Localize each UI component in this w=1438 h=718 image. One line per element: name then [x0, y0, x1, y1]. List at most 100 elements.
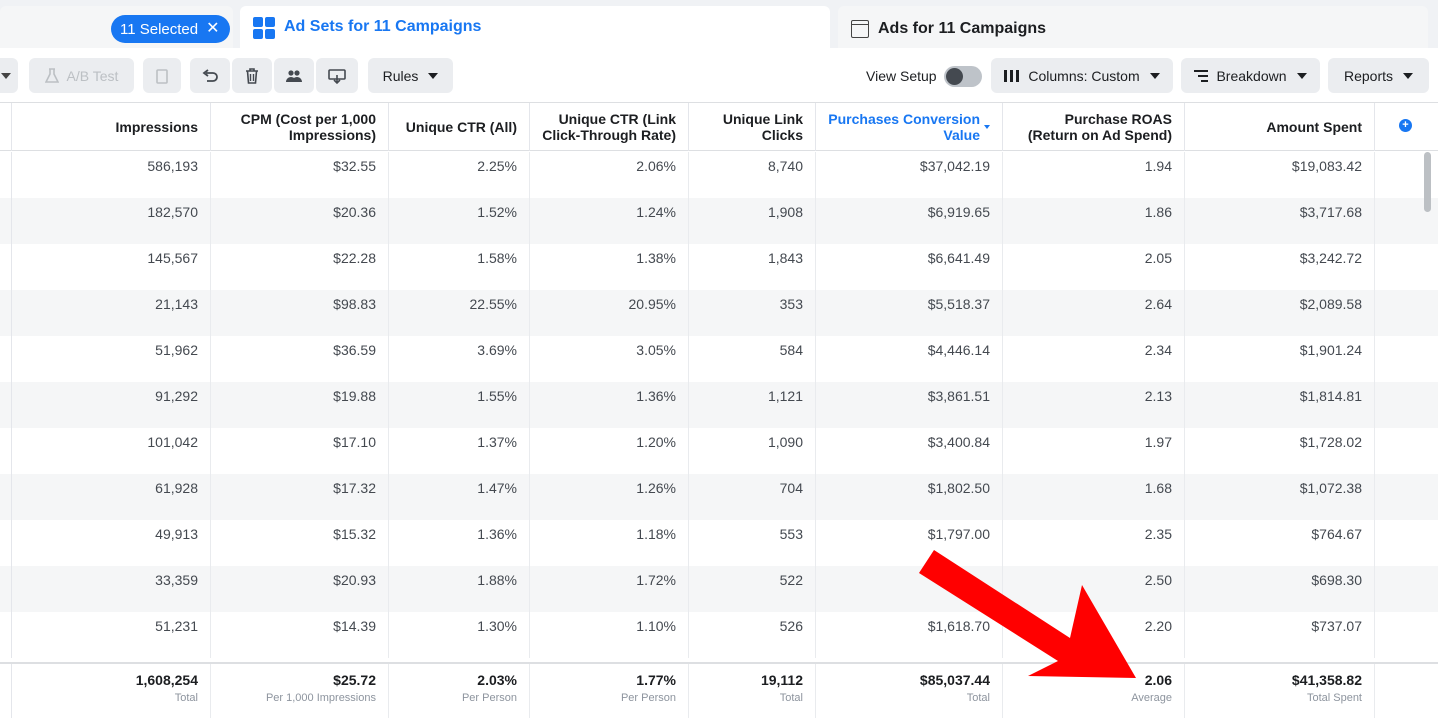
- cell-unique-ctr-link: 1.18%: [530, 520, 689, 566]
- cell-unique-ctr-link: 3.05%: [530, 336, 689, 382]
- row-edge: [0, 244, 12, 290]
- undo-button[interactable]: [190, 58, 230, 93]
- create-dropdown-button[interactable]: [0, 58, 18, 93]
- total-value: $41,358.82: [1291, 672, 1362, 688]
- tab-ad-sets[interactable]: Ad Sets for 11 Campaigns: [240, 6, 830, 50]
- cell-impressions: 61,928: [12, 474, 211, 520]
- selected-count-pill[interactable]: 11 Selected ✕: [111, 15, 230, 43]
- cell-unique-ctr-all: 1.37%: [389, 428, 530, 474]
- column-header-unique-ctr-link[interactable]: Unique CTR (Link Click-Through Rate): [530, 103, 689, 151]
- column-header-unique-link-clicks[interactable]: Unique Link Clicks: [689, 103, 816, 151]
- table-row[interactable]: 145,567 $22.28 1.58% 1.38% 1,843 $6,641.49 2.0…: [0, 244, 1438, 290]
- cell-unique-ctr-all: 2.25%: [389, 152, 530, 198]
- export-button[interactable]: [316, 58, 358, 93]
- table-row[interactable]: 51,962 $36.59 3.69% 3.05% 584 $4,446.14 2.34 $1…: [0, 336, 1438, 382]
- table-row[interactable]: 49,913 $15.32 1.36% 1.18% 553 $1,797.00 2.35 $7…: [0, 520, 1438, 566]
- cell-cpm: $17.32: [211, 474, 389, 520]
- table-row[interactable]: 91,292 $19.88 1.55% 1.36% 1,121 $3,861.51 2.13…: [0, 382, 1438, 428]
- cell-unique-link-clicks: 1,908: [689, 198, 816, 244]
- cell-impressions: 51,231: [12, 612, 211, 658]
- rules-dropdown-button[interactable]: Rules: [368, 58, 453, 93]
- cell-cpm: $22.28: [211, 244, 389, 290]
- cell-purchases-conversion-value: $6,641.49: [816, 244, 1003, 290]
- cell-unique-link-clicks: 584: [689, 336, 816, 382]
- table-row[interactable]: 586,193 $32.55 2.25% 2.06% 8,740 $37,042.19 1.…: [0, 152, 1438, 198]
- export-icon: [328, 68, 346, 84]
- cell-purchases-conversion-value: $6,919.65: [816, 198, 1003, 244]
- column-header-unique-ctr-all[interactable]: Unique CTR (All): [389, 103, 530, 151]
- duplicate-button[interactable]: [143, 58, 181, 93]
- chevron-down-icon: [1149, 72, 1160, 79]
- add-column-icon[interactable]: +: [1399, 119, 1412, 132]
- cell-purchase-roas: 1.94: [1003, 152, 1185, 198]
- tab-ads[interactable]: Ads for 11 Campaigns: [838, 6, 1428, 50]
- cell-impressions: 51,962: [12, 336, 211, 382]
- ad-sets-grid-icon: [253, 17, 275, 39]
- cell-amount-spent: $1,901.24: [1185, 336, 1375, 382]
- cell-cpm: $32.55: [211, 152, 389, 198]
- chevron-down-icon: [1, 72, 11, 79]
- cell-unique-ctr-link: 20.95%: [530, 290, 689, 336]
- table-row[interactable]: 21,143 $98.83 22.55% 20.95% 353 $5,518.37 2.64…: [0, 290, 1438, 336]
- cell-amount-spent: $19,083.42: [1185, 152, 1375, 198]
- cell-unique-link-clicks: 526: [689, 612, 816, 658]
- breakdown-dropdown-button[interactable]: Breakdown: [1181, 58, 1320, 93]
- ab-test-button[interactable]: A/B Test: [29, 58, 134, 93]
- row-edge: [0, 612, 12, 658]
- cell-purchases-conversion-value: $3,861.51: [816, 382, 1003, 428]
- undo-icon: [202, 68, 218, 82]
- view-setup-toggle[interactable]: [944, 66, 982, 87]
- cell-cpm: $98.83: [211, 290, 389, 336]
- row-edge: [0, 290, 12, 336]
- cell-unique-ctr-link: 1.10%: [530, 612, 689, 658]
- cell-purchase-roas: 1.97: [1003, 428, 1185, 474]
- table-row[interactable]: 51,231 $14.39 1.30% 1.10% 526 $1,618.70 2.20 $7…: [0, 612, 1438, 658]
- delete-button[interactable]: [232, 58, 272, 93]
- cell-purchases-conversion-value: $3,400.84: [816, 428, 1003, 474]
- totals-edge: [0, 664, 12, 718]
- table-row[interactable]: 61,928 $17.32 1.47% 1.26% 704 $1,802.50 1.68 $1…: [0, 474, 1438, 520]
- column-header-impressions[interactable]: Impressions: [12, 103, 211, 151]
- cell-unique-ctr-all: 3.69%: [389, 336, 530, 382]
- columns-dropdown-button[interactable]: Columns: Custom: [991, 58, 1173, 93]
- breakdown-icon: [1194, 69, 1209, 82]
- chevron-down-icon: [1403, 72, 1414, 79]
- column-header-purchase-roas[interactable]: Purchase ROAS (Return on Ad Spend): [1003, 103, 1185, 151]
- cell-amount-spent: $3,717.68: [1185, 198, 1375, 244]
- column-header-amount-spent[interactable]: Amount Spent: [1185, 103, 1375, 151]
- cell-purchase-roas: 2.13: [1003, 382, 1185, 428]
- tab-campaigns[interactable]: 11 Selected ✕: [0, 6, 233, 50]
- column-header-purchases-conversion-value[interactable]: Purchases Conversion Value: [816, 103, 1003, 151]
- close-icon[interactable]: ✕: [206, 20, 220, 37]
- vertical-scrollbar[interactable]: [1424, 152, 1431, 212]
- table-row[interactable]: 33,359 $20.93 1.88% 1.72% 522 2.50 $698.30: [0, 566, 1438, 612]
- sort-descending-icon: [984, 125, 990, 129]
- total-label: Average: [1131, 692, 1172, 704]
- audience-button[interactable]: [274, 58, 314, 93]
- cell-unique-ctr-all: 1.30%: [389, 612, 530, 658]
- cell-unique-ctr-all: 1.88%: [389, 566, 530, 612]
- chevron-down-icon: [1296, 72, 1307, 79]
- total-unique-ctr-all: 2.03% Per Person: [389, 664, 530, 718]
- tab-bar: 11 Selected ✕ Ad Sets for 11 Campaigns A…: [0, 0, 1438, 50]
- cell-unique-link-clicks: 553: [689, 520, 816, 566]
- cell-amount-spent: $764.67: [1185, 520, 1375, 566]
- column-header-label: CPM (Cost per 1,000 Impressions): [240, 111, 376, 143]
- column-header-cpm[interactable]: CPM (Cost per 1,000 Impressions): [211, 103, 389, 151]
- table-row[interactable]: 182,570 $20.36 1.52% 1.24% 1,908 $6,919.65 1.8…: [0, 198, 1438, 244]
- reports-dropdown-button[interactable]: Reports: [1328, 58, 1429, 93]
- tab-ads-label: Ads for 11 Campaigns: [878, 20, 1047, 37]
- cell-amount-spent: $1,072.38: [1185, 474, 1375, 520]
- total-value: $85,037.44: [919, 672, 990, 688]
- cell-unique-ctr-link: 1.38%: [530, 244, 689, 290]
- people-icon: [286, 69, 302, 82]
- cell-cpm: $36.59: [211, 336, 389, 382]
- row-edge: [0, 428, 12, 474]
- total-unique-link-clicks: 19,112 Total: [689, 664, 816, 718]
- column-header-label: Purchase ROAS (Return on Ad Spend): [1027, 111, 1172, 143]
- total-purchases-conversion-value: $85,037.44 Total: [816, 664, 1003, 718]
- cell-cpm: $17.10: [211, 428, 389, 474]
- table-row[interactable]: 101,042 $17.10 1.37% 1.20% 1,090 $3,400.84 1.9…: [0, 428, 1438, 474]
- cell-unique-link-clicks: 353: [689, 290, 816, 336]
- total-label: Total: [966, 692, 990, 704]
